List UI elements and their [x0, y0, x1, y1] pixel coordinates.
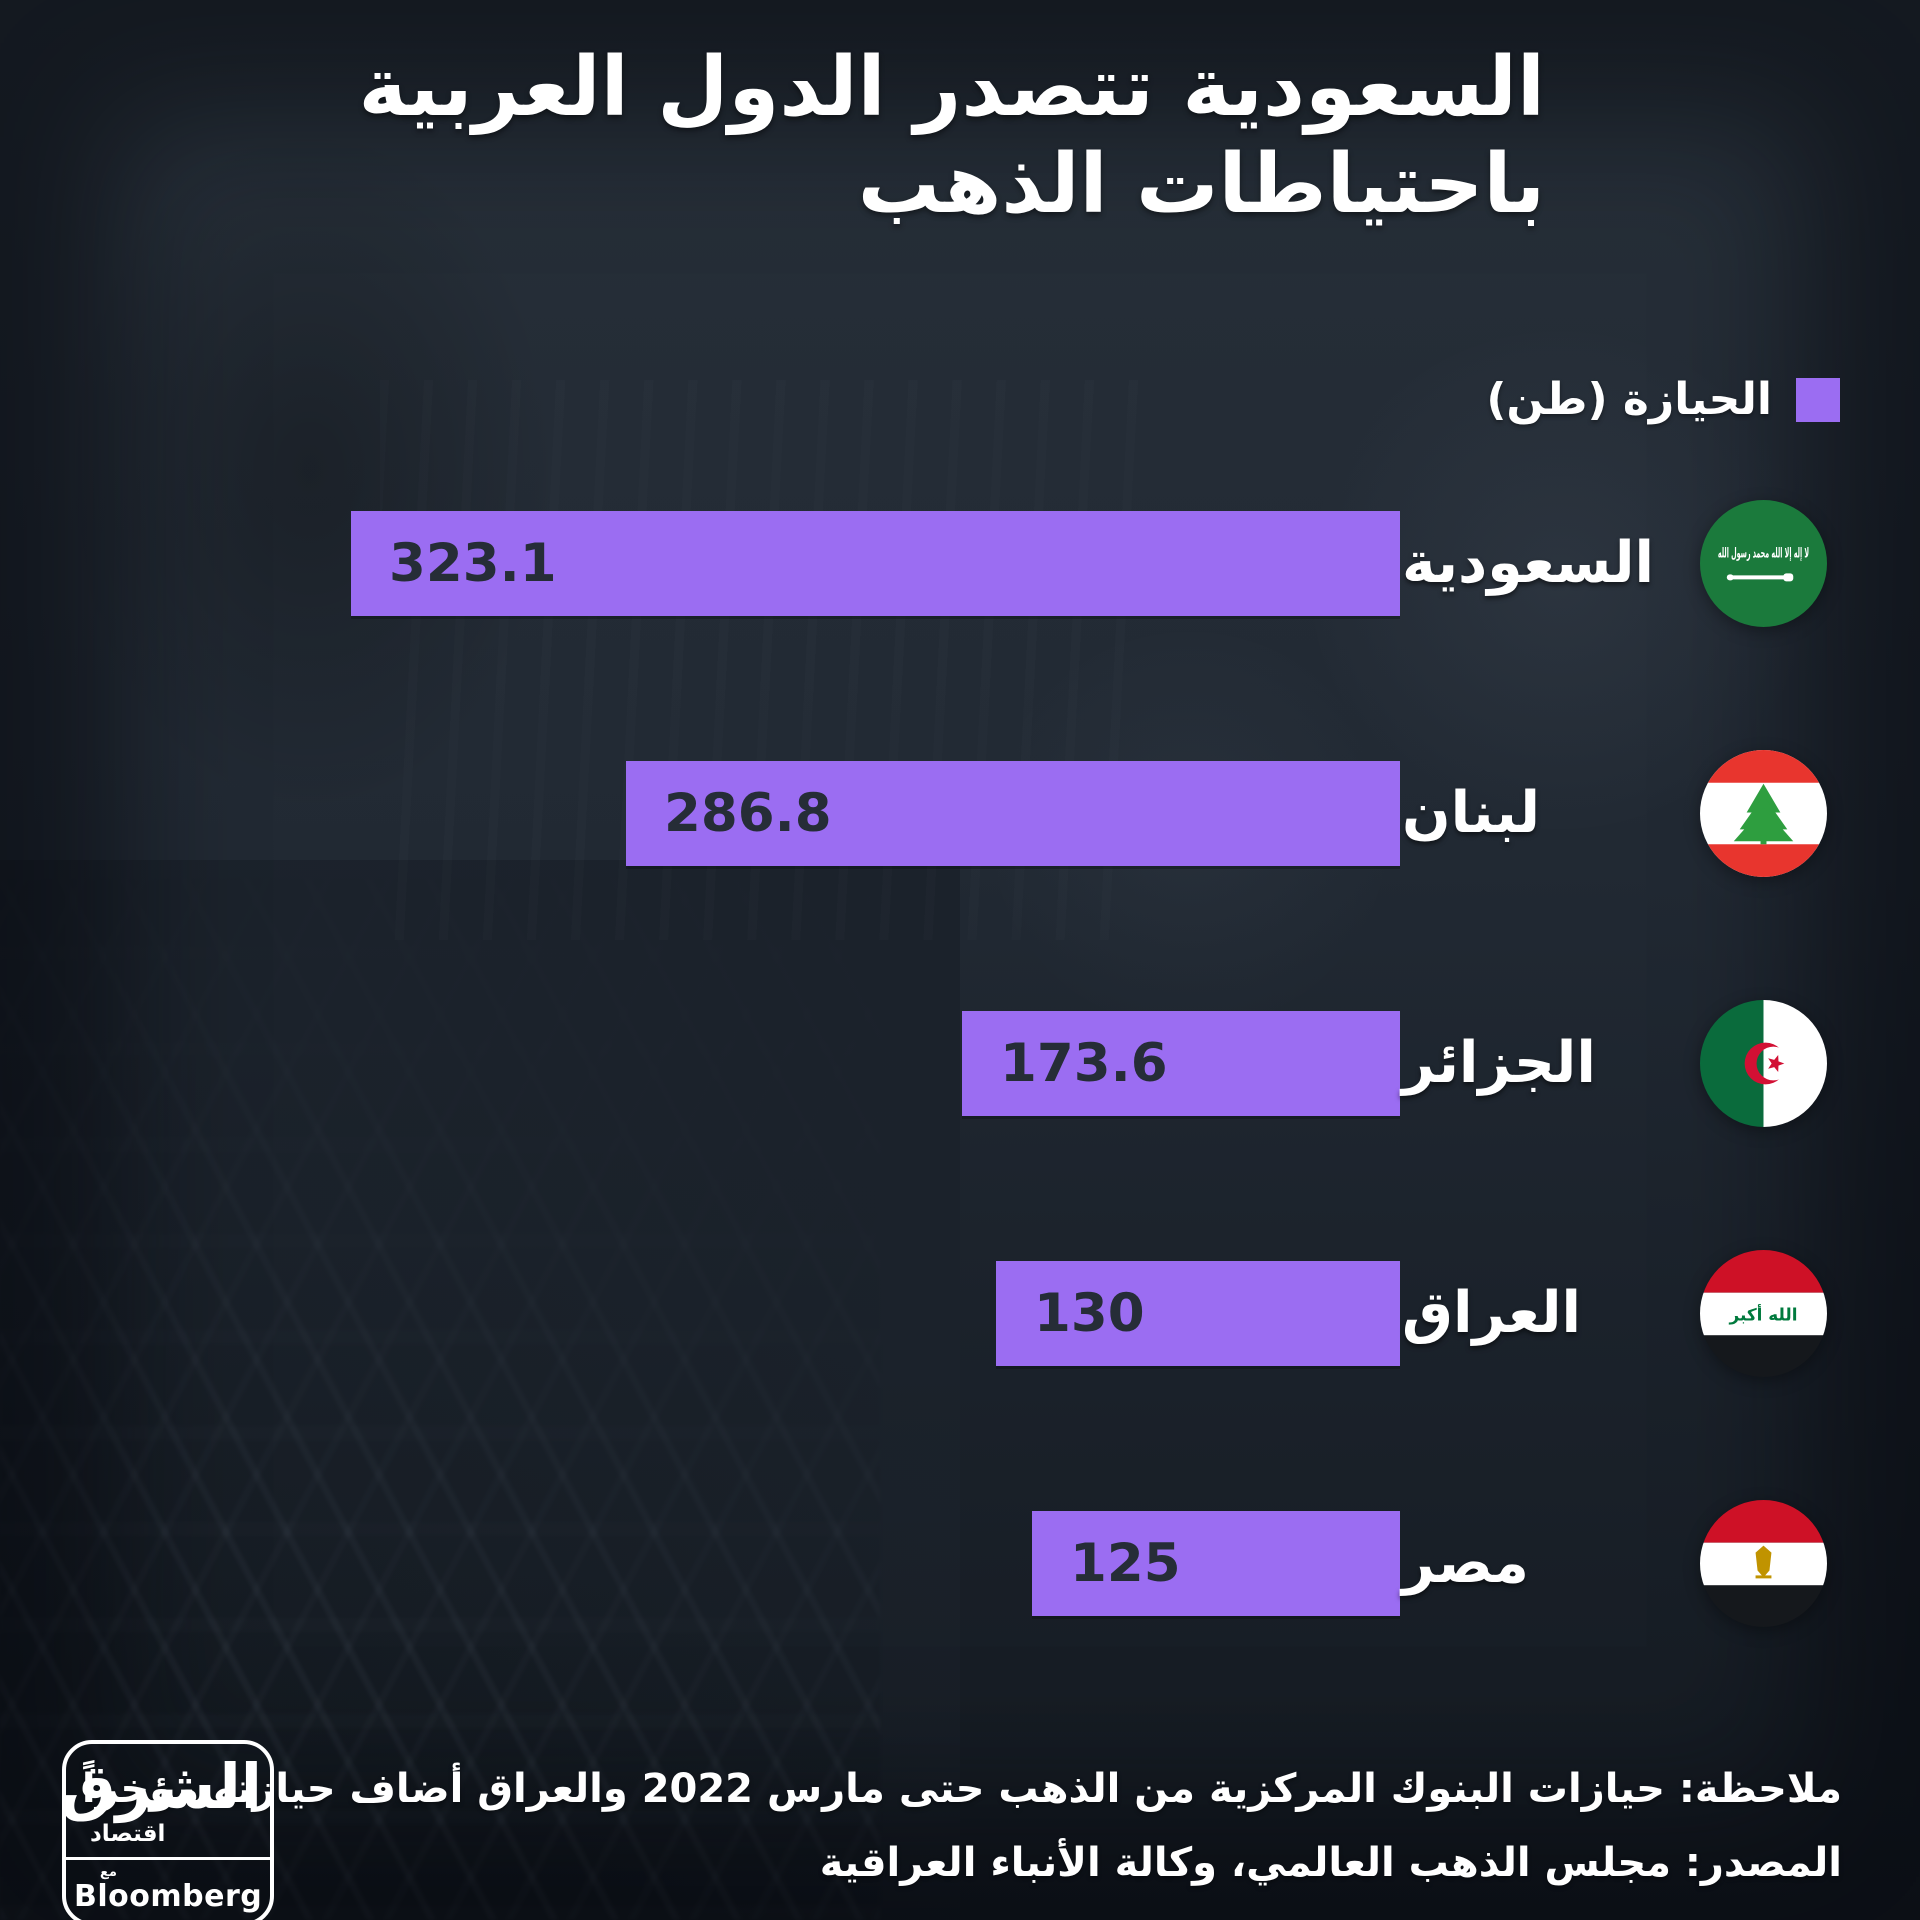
value-bar: 125 [1032, 1511, 1400, 1616]
value-bar: 173.6 [962, 1011, 1400, 1116]
country-label: الجزائر [1402, 1030, 1596, 1096]
bar-value-label: 130 [1034, 1283, 1145, 1344]
flag-saudi-arabia-icon: لا إله إلا الله محمد رسول الله [1700, 500, 1827, 627]
chart-row-lebanon: 286.8 لبنان [0, 750, 1920, 877]
bar-track: 173.6 [0, 1011, 1400, 1116]
chart-row-algeria: 173.6 الجزائر [0, 1000, 1920, 1127]
chart-row-egypt: 125 مصر [0, 1500, 1920, 1627]
asharq-logo-box: الشرق اقتصاد مع Bloomberg [60, 1740, 274, 1920]
footnote-note: ملاحظة: حيازات البنوك المركزية من الذهب … [81, 1766, 1842, 1812]
value-bar: 323.1 [351, 511, 1400, 616]
bar-track: 125 [0, 1511, 1400, 1616]
bar-chart: 323.1 السعودية لا إله إلا الله محمد رسول… [0, 500, 1920, 1761]
flag-egypt-icon [1700, 1500, 1827, 1627]
logo-with-label: مع [100, 1865, 117, 1881]
country-label: مصر [1402, 1530, 1529, 1596]
country-label: العراق [1402, 1280, 1582, 1346]
bar-track: 286.8 [0, 761, 1400, 866]
logo-divider [66, 1857, 270, 1861]
asharq-logo-arabic: الشرق [60, 1750, 262, 1823]
bloomberg-logo-text: Bloomberg [74, 1879, 263, 1915]
asharq-logo-economy: اقتصاد [90, 1821, 166, 1848]
value-bar: 286.8 [626, 761, 1400, 866]
page-title-line2: باحتياطات الذهب [857, 136, 1545, 232]
flag-algeria-icon [1700, 1000, 1827, 1127]
bar-track: 130 [0, 1261, 1400, 1366]
country-label: لبنان [1402, 780, 1540, 846]
page-title-line1: السعودية تتصدر الدول العربية [358, 40, 1545, 135]
chart-row-saudi-arabia: 323.1 السعودية لا إله إلا الله محمد رسول… [0, 500, 1920, 627]
background-shadow [60, 120, 560, 820]
footnote-source: المصدر: مجلس الذهب العالمي، وكالة الأنبا… [819, 1840, 1842, 1886]
value-bar: 130 [996, 1261, 1400, 1366]
page-title: السعودية تتصدر الدول العربية باحتياطات ا… [359, 40, 1545, 234]
footnote: ملاحظة: حيازات البنوك المركزية من الذهب … [82, 1752, 1842, 1900]
asharq-bloomberg-logo: الشرق اقتصاد مع Bloomberg [60, 1740, 274, 1920]
bar-value-label: 125 [1070, 1533, 1181, 1594]
bar-value-label: 286.8 [664, 783, 832, 844]
legend: الحيازة (طن) [1486, 374, 1840, 425]
legend-color-swatch [1796, 377, 1840, 422]
svg-text:لا إله إلا الله محمد رسول الله: لا إله إلا الله محمد رسول الله [1718, 546, 1809, 562]
country-label: السعودية [1402, 530, 1655, 596]
bar-value-label: 173.6 [1000, 1033, 1168, 1094]
svg-text:الله أكبر: الله أكبر [1728, 1303, 1797, 1325]
bar-value-label: 323.1 [389, 533, 557, 594]
bar-track: 323.1 [0, 511, 1400, 616]
flag-lebanon-icon [1700, 750, 1827, 877]
legend-label: الحيازة (طن) [1486, 374, 1772, 425]
chart-row-iraq: 130 العراق الله أكبر [0, 1250, 1920, 1377]
flag-iraq-icon: الله أكبر [1700, 1250, 1827, 1377]
